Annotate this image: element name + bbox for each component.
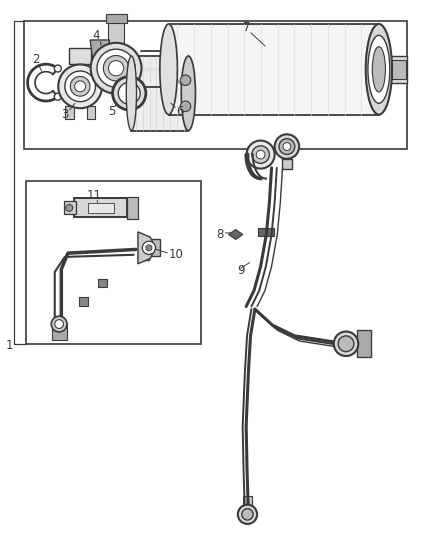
Bar — [169, 24, 379, 115]
Circle shape — [109, 61, 124, 76]
Text: 1: 1 — [6, 339, 14, 352]
Circle shape — [55, 320, 64, 328]
Polygon shape — [90, 40, 110, 64]
Circle shape — [65, 71, 95, 102]
Text: 4: 4 — [92, 29, 100, 42]
Circle shape — [146, 245, 152, 251]
Text: 3: 3 — [61, 108, 68, 121]
Circle shape — [91, 43, 141, 94]
Bar — [98, 279, 107, 287]
Bar — [243, 496, 252, 514]
Bar — [392, 60, 406, 79]
Circle shape — [252, 146, 269, 163]
Text: 6: 6 — [176, 106, 184, 118]
Bar — [65, 106, 74, 119]
Text: 11: 11 — [87, 189, 102, 202]
Text: 10: 10 — [169, 248, 184, 261]
Circle shape — [97, 49, 135, 87]
Circle shape — [275, 134, 299, 159]
Bar — [24, 21, 407, 149]
Ellipse shape — [126, 56, 137, 131]
Bar — [385, 56, 407, 83]
Circle shape — [180, 101, 191, 111]
Bar — [64, 201, 76, 214]
Ellipse shape — [366, 24, 392, 115]
Polygon shape — [138, 232, 155, 264]
Circle shape — [66, 204, 73, 212]
Ellipse shape — [372, 47, 385, 92]
Circle shape — [142, 241, 155, 254]
Text: 7: 7 — [243, 21, 251, 34]
Bar — [52, 324, 67, 340]
Bar — [74, 198, 127, 217]
Circle shape — [256, 150, 265, 159]
Ellipse shape — [368, 35, 390, 103]
Bar — [108, 21, 124, 43]
Circle shape — [54, 93, 61, 100]
Circle shape — [338, 336, 354, 352]
Circle shape — [74, 81, 85, 92]
Bar — [69, 49, 91, 64]
Bar — [74, 198, 127, 217]
Bar — [258, 228, 274, 236]
Bar — [138, 236, 149, 260]
Circle shape — [54, 65, 61, 72]
Bar — [79, 297, 88, 306]
Text: 5: 5 — [108, 106, 115, 118]
Polygon shape — [229, 230, 243, 239]
Ellipse shape — [181, 56, 195, 131]
Bar — [282, 159, 292, 169]
Circle shape — [103, 55, 129, 81]
Circle shape — [118, 82, 140, 104]
Circle shape — [283, 143, 291, 150]
Bar — [127, 197, 138, 219]
Circle shape — [242, 508, 253, 520]
Bar — [149, 239, 160, 256]
Circle shape — [113, 77, 146, 110]
Circle shape — [58, 64, 102, 108]
Circle shape — [247, 141, 275, 168]
Circle shape — [70, 77, 90, 96]
Bar — [87, 106, 95, 119]
Circle shape — [334, 332, 358, 356]
Bar — [26, 181, 201, 344]
Ellipse shape — [160, 24, 177, 115]
Circle shape — [180, 75, 191, 85]
Circle shape — [238, 505, 257, 524]
Text: 8: 8 — [216, 228, 223, 241]
Bar — [131, 56, 188, 131]
Text: 9: 9 — [237, 264, 245, 277]
Bar — [88, 203, 114, 213]
Circle shape — [279, 139, 295, 155]
Text: 2: 2 — [32, 53, 39, 66]
Bar — [106, 13, 127, 23]
Circle shape — [51, 316, 67, 332]
Bar — [357, 330, 371, 357]
